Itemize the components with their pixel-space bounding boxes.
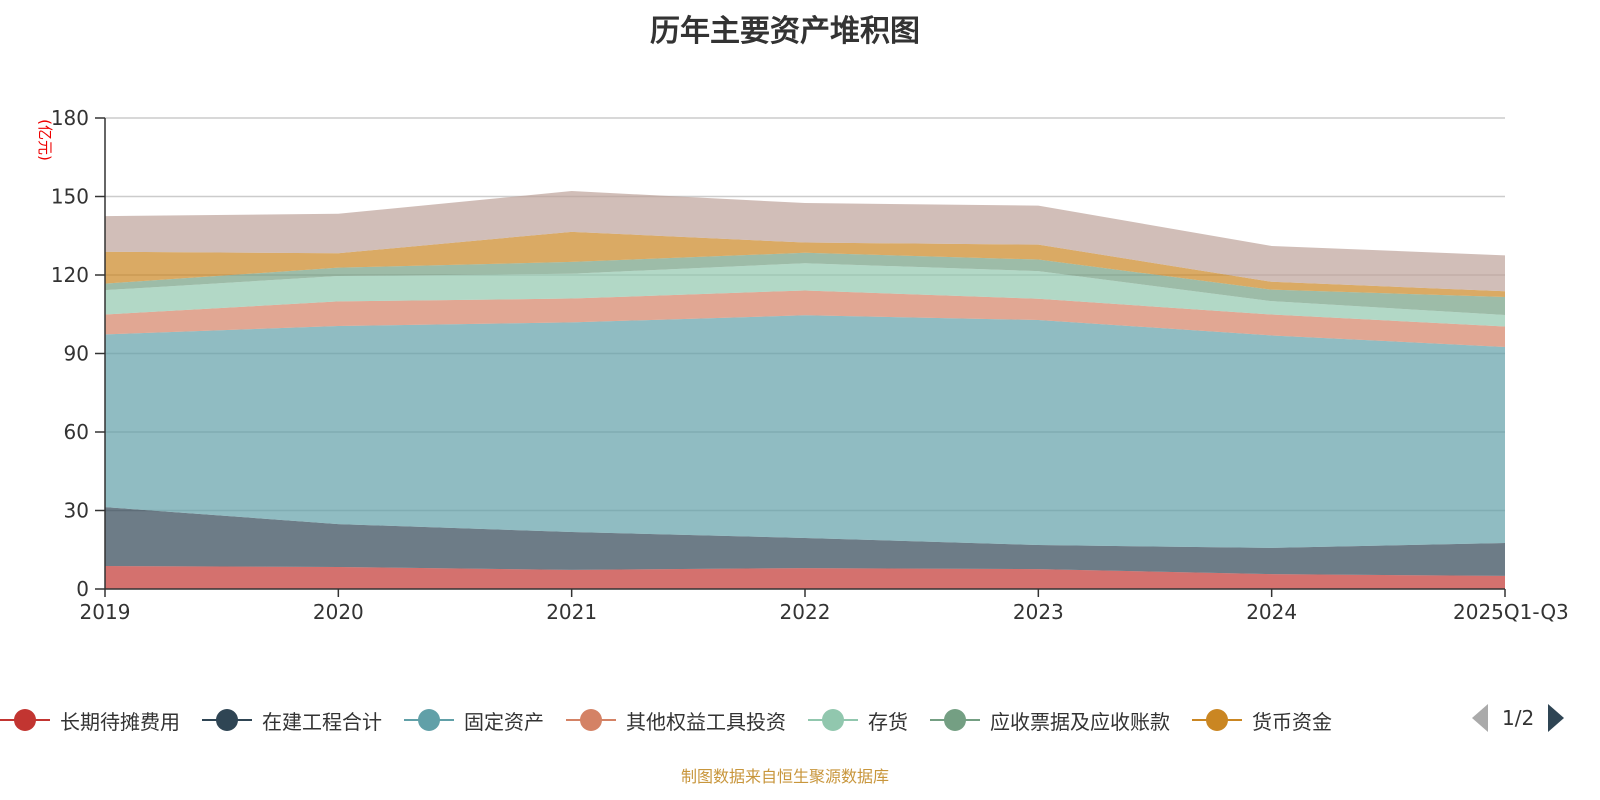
x-tick-label: 2024: [1246, 600, 1297, 624]
chart-title: 历年主要资产堆积图: [650, 14, 920, 49]
legend-label: 存货: [868, 709, 908, 734]
legend: 长期待摊费用 在建工程合计 固定资产 其他权益工具投资 存货 应收票据及应收账款 货币资金: [0, 704, 1354, 736]
area-series-5: [105, 252, 1505, 316]
area-series-2: [105, 315, 1505, 548]
area-series-3: [105, 290, 1505, 347]
y-tick-label: 180: [51, 106, 89, 130]
legend-marker-icon: [808, 708, 858, 732]
legend-prev-page-icon[interactable]: [1472, 704, 1488, 732]
legend-label: 长期待摊费用: [60, 709, 180, 734]
y-tick-label: 90: [64, 342, 89, 366]
legend-marker-icon: [1192, 708, 1242, 732]
area-series-4: [105, 263, 1505, 327]
x-tick-label: 2025Q1-Q3: [1453, 600, 1569, 624]
legend-label: 其他权益工具投资: [626, 709, 786, 734]
legend-item[interactable]: 长期待摊费用: [0, 706, 180, 735]
legend-label: 应收票据及应收账款: [990, 709, 1170, 734]
x-tick-label: 2022: [780, 600, 831, 624]
legend-label: 在建工程合计: [262, 709, 382, 734]
x-tick-label: 2023: [1013, 600, 1064, 624]
legend-item[interactable]: 货币资金: [1192, 706, 1332, 735]
legend-label: 固定资产: [464, 709, 544, 734]
y-tick-label: 30: [64, 499, 89, 523]
legend-marker-icon: [566, 708, 616, 732]
legend-marker-icon: [930, 708, 980, 732]
legend-item[interactable]: 固定资产: [404, 706, 544, 735]
legend-item[interactable]: 在建工程合计: [202, 706, 382, 735]
legend-marker-icon: [202, 708, 252, 732]
x-tick-label: 2020: [313, 600, 364, 624]
y-tick-label: 0: [76, 577, 89, 601]
y-axis-unit-label: (亿元): [36, 119, 54, 161]
area-series-6: [105, 231, 1505, 297]
source-note: 制图数据来自恒生聚源数据库: [680, 767, 889, 786]
y-tick-label: 150: [51, 185, 89, 209]
legend-next-page-icon[interactable]: [1548, 704, 1565, 732]
legend-marker-icon: [0, 708, 50, 732]
legend-page-indicator: 1/2: [1502, 706, 1535, 730]
legend-item[interactable]: 应收票据及应收账款: [930, 706, 1170, 735]
area-series-7: [105, 191, 1505, 292]
legend-item[interactable]: 其他权益工具投资: [566, 706, 786, 735]
x-tick-label: 2021: [546, 600, 597, 624]
area-series-0: [105, 565, 1505, 589]
legend-pager: 1/2: [1472, 704, 1565, 732]
y-tick-label: 120: [51, 263, 89, 287]
area-series-1: [105, 507, 1505, 576]
legend-marker-icon: [404, 708, 454, 732]
legend-item[interactable]: 存货: [808, 706, 908, 735]
x-tick-label: 2019: [80, 600, 131, 624]
y-tick-label: 60: [64, 420, 89, 444]
legend-label: 货币资金: [1252, 709, 1332, 734]
stacked-area-chart: 0 30 60 90 120 150 180 2019 2020 2021 2022 2023 2024…: [36, 106, 1569, 624]
